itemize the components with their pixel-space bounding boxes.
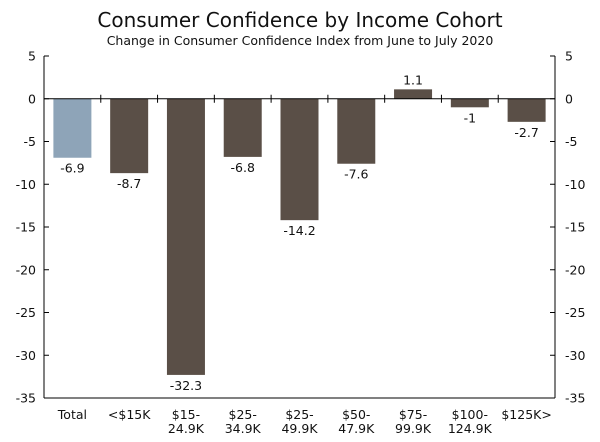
data-label: -1	[464, 110, 476, 125]
x-category-label: 47.9K	[338, 421, 375, 436]
x-category-label: 49.9K	[281, 421, 318, 436]
x-category-label: $75-	[399, 407, 427, 422]
plot-area: 5 5 0 0 -5 -5 -10 -10 -15 -15 -20 -20 -25 -25 -30 -30 -3…	[16, 49, 586, 437]
chart-title: Consumer Confidence by Income Cohort	[97, 8, 502, 32]
bar	[53, 98, 92, 158]
data-label: -6.9	[60, 161, 84, 176]
bar	[450, 98, 489, 108]
bar	[280, 98, 319, 221]
y-tick-label-left: -10	[16, 177, 36, 192]
data-label: -6.8	[231, 160, 255, 175]
data-label: -8.7	[117, 176, 141, 191]
x-category-label: $100-	[452, 407, 488, 422]
x-category-label: $25-	[229, 407, 257, 422]
y-tick-label-left: -35	[16, 391, 36, 406]
y-tick-label-left: -25	[16, 305, 36, 320]
bar	[110, 98, 149, 174]
x-category-label: Total	[57, 407, 87, 422]
data-label: -32.3	[170, 378, 202, 393]
y-tick-label-left: -20	[16, 262, 36, 277]
y-tick-label-right: -35	[565, 391, 585, 406]
chart-subtitle: Change in Consumer Confidence Index from…	[107, 33, 494, 48]
y-tick-label-right: 0	[565, 91, 573, 106]
x-category-label: $125K>	[501, 407, 551, 422]
bar	[166, 98, 205, 375]
y-tick-label-left: -15	[16, 220, 36, 235]
x-category-label: $50-	[342, 407, 370, 422]
x-category-label: 124.9K	[448, 421, 493, 436]
x-category-label: $25-	[285, 407, 313, 422]
data-label: -7.6	[344, 167, 368, 182]
data-label: -14.2	[283, 223, 315, 238]
data-label: -2.7	[514, 125, 538, 140]
y-tick-label-right: -25	[565, 305, 585, 320]
x-category-label: $15-	[172, 407, 200, 422]
bar	[337, 98, 376, 164]
y-tick-label-right: -15	[565, 220, 585, 235]
bar	[394, 89, 433, 99]
x-category-label: 99.9K	[395, 421, 432, 436]
x-category-label: 34.9K	[225, 421, 262, 436]
y-tick-label-left: 5	[28, 49, 36, 64]
bar	[507, 98, 546, 122]
bar	[223, 98, 262, 157]
y-tick-label-right: -20	[565, 262, 585, 277]
y-tick-label-right: 5	[565, 49, 573, 64]
y-tick-label-right: -5	[565, 134, 577, 149]
y-tick-label-left: -30	[16, 348, 36, 363]
y-tick-label-right: -30	[565, 348, 585, 363]
x-category-label: 24.9K	[168, 421, 205, 436]
data-label: 1.1	[403, 72, 423, 87]
y-tick-label-left: -5	[24, 134, 36, 149]
y-tick-label-left: 0	[28, 91, 36, 106]
x-category-label: <$15K	[108, 407, 151, 422]
y-tick-label-right: -10	[565, 177, 585, 192]
